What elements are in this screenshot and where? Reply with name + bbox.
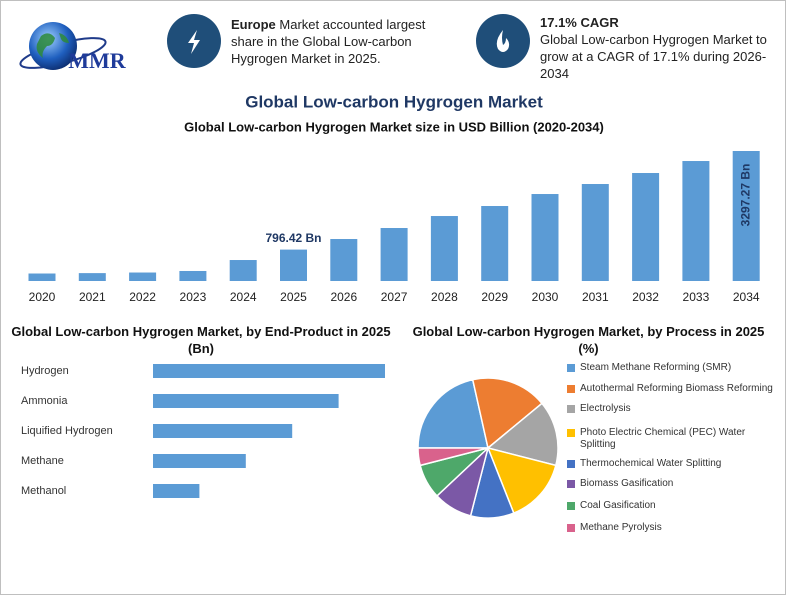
legend-swatch [567,429,575,437]
y-tick-label: Liquified Hydrogen [21,425,113,437]
x-tick-label: 2029 [481,290,508,304]
info-body: Market accounted largest share in the Gl… [231,17,426,66]
legend-swatch [567,460,575,468]
bar [481,206,509,281]
x-tick-label: 2024 [230,290,257,304]
info-body: Global Low-carbon Hygrogen Market to gro… [540,32,767,81]
bar [682,161,710,281]
bar [78,273,106,281]
x-tick-label: 2030 [532,290,559,304]
pie-slice [486,402,559,467]
bar [153,364,385,378]
x-tick-label: 2032 [632,290,659,304]
x-tick-label: 2027 [381,290,408,304]
main-title: Global Low-carbon Hygrogen Market [245,92,543,111]
bar [732,151,760,281]
info-icon [476,14,530,68]
legend-swatch [567,480,575,488]
pie-slice [471,377,543,450]
value-label: 796.42 Bn [265,231,321,245]
x-tick-label: 2025 [280,290,307,304]
bar [153,484,200,498]
legend-label: Photo Electric Chemical (PEC) Water Spli… [580,427,746,450]
bar [380,228,408,281]
y-tick-label: Hydrogen [21,365,69,377]
bar [330,239,358,281]
logo: MMR [19,22,127,73]
logo-text: MMR [68,48,127,73]
bar [153,394,339,408]
info-bold: 17.1% CAGR [540,15,619,30]
value-label: 3297.27 Bn [738,164,752,227]
legend-label: Coal Gasification [580,500,656,511]
legend-label: Steam Methane Reforming (SMR) [580,362,732,373]
legend-swatch [567,364,575,372]
chart-title: Global Low-carbon Hygrogen Market, by Pr… [412,324,765,356]
info-text: Europe Market accounted largest share in… [231,16,446,67]
y-tick-label: Methanol [21,485,66,497]
pie-slice [417,447,489,467]
bar [28,273,56,281]
legend-swatch [567,524,575,532]
chart-title: Global Low-carbon Hygrogen Market, by En… [11,324,391,356]
x-tick-label: 2022 [129,290,156,304]
bar [581,184,609,281]
bar [430,216,458,281]
legend-label: Electrolysis [580,403,631,414]
legend-label: Thermochemical Water Splitting [580,458,722,469]
x-tick-label: 2031 [582,290,609,304]
x-tick-label: 2028 [431,290,458,304]
x-tick-label: 2023 [180,290,207,304]
x-tick-label: 2020 [29,290,56,304]
info-bold: Europe [231,17,276,32]
bar [179,270,207,281]
x-tick-label: 2034 [733,290,760,304]
pie-slice [486,446,557,515]
legend-label: Methane Pyrolysis [580,522,662,533]
bar [229,260,257,281]
x-tick-label: 2026 [330,290,357,304]
legend-label: Autothermal Reforming Biomass Reforming [580,383,773,394]
info-icon [167,14,221,68]
pie-slice [417,378,489,449]
legend-swatch [567,385,575,393]
info-text: 17.1% CAGR Global Low-carbon Hygrogen Mar… [540,14,778,82]
bar [280,249,307,281]
bar [531,194,559,281]
legend-swatch [567,502,575,510]
x-tick-label: 2033 [683,290,710,304]
y-tick-label: Methane [21,455,64,467]
y-tick-label: Ammonia [21,395,68,407]
legend-label: Biomass Gasification [580,478,674,489]
chart-title: Global Low-carbon Hygrogen Market size i… [184,119,604,134]
bar [129,272,157,281]
x-tick-label: 2021 [79,290,106,304]
bar [632,173,660,281]
legend-swatch [567,405,575,413]
bar [153,424,293,438]
bar [153,454,246,468]
